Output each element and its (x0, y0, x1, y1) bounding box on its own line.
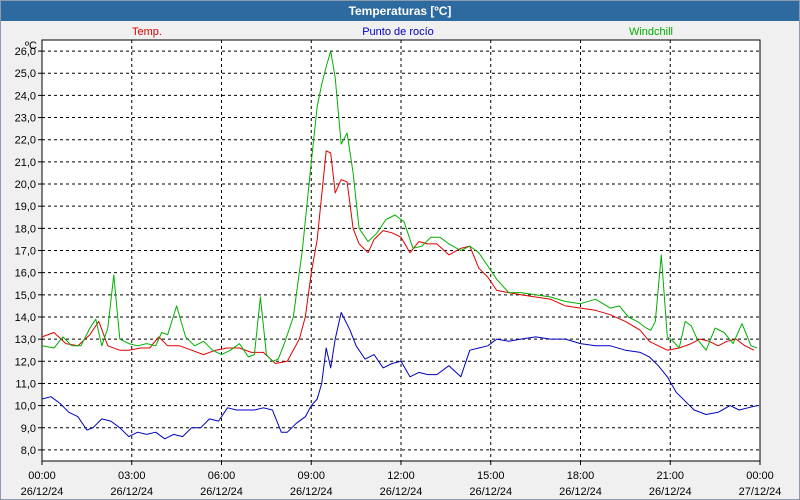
y-tick-label: 17,0 (15, 246, 36, 258)
legend-dew-point: Punto de rocío (362, 26, 434, 38)
chart-title: Temperaturas [ºC] (1, 1, 799, 21)
y-axis: 8,0 9,0 10,0 11,0 12,0 13,0 14,0 15,0 16,0 17,0 18… (15, 46, 42, 457)
y-tick-label: 14,0 (15, 312, 36, 324)
y-tick-label: 25,0 (15, 68, 36, 80)
y-tick-label: 9,0 (21, 423, 36, 435)
x-tick-date: 26/12/24 (649, 486, 692, 498)
x-tick-date: 26/12/24 (200, 486, 243, 498)
x-tick-time: 00:00 (746, 470, 774, 482)
series-lines (41, 50, 758, 440)
y-tick-label: 21,0 (15, 157, 36, 169)
y-unit-label: ºC (25, 40, 37, 52)
series-line-dew-point (41, 312, 758, 440)
y-tick-label: 23,0 (15, 113, 36, 125)
series-line-temp (41, 150, 755, 364)
x-tick-time: 18:00 (567, 470, 595, 482)
legend-windchill: Windchill (629, 26, 673, 38)
x-tick-date: 26/12/24 (469, 486, 512, 498)
legend-temp: Temp. (132, 26, 162, 38)
x-tick-time: 06:00 (208, 470, 236, 482)
x-tick-date: 26/12/24 (290, 486, 333, 498)
x-tick-time: 21:00 (656, 470, 684, 482)
x-tick-date: 26/12/24 (110, 486, 153, 498)
y-tick-label: 10,0 (15, 401, 36, 413)
grid (42, 40, 760, 461)
x-tick-date: 27/12/24 (739, 486, 782, 498)
y-tick-label: 15,0 (15, 290, 36, 302)
y-tick-label: 19,0 (15, 201, 36, 213)
x-tick-time: 15:00 (477, 470, 505, 482)
x-axis: 00:00 26/12/24 03:00 26/12/24 06:00 26/12/24 0… (21, 461, 782, 498)
y-tick-label: 16,0 (15, 268, 36, 280)
y-tick-label: 8,0 (21, 445, 36, 457)
x-tick-time: 03:00 (118, 470, 146, 482)
y-tick-label: 26,0 (15, 46, 36, 58)
y-tick-label: 20,0 (15, 179, 36, 191)
x-tick-date: 26/12/24 (21, 486, 64, 498)
y-tick-label: 24,0 (15, 90, 36, 102)
y-tick-label: 22,0 (15, 135, 36, 147)
y-tick-label: 18,0 (15, 223, 36, 235)
x-tick-date: 26/12/24 (380, 486, 423, 498)
series-line-windchill (41, 50, 758, 362)
x-tick-time: 00:00 (28, 470, 56, 482)
x-tick-date: 26/12/24 (559, 486, 602, 498)
x-tick-time: 09:00 (297, 470, 325, 482)
y-tick-label: 12,0 (15, 356, 36, 368)
x-tick-time: 12:00 (387, 470, 415, 482)
legend: Temp. Punto de rocío Windchill (132, 26, 673, 38)
y-tick-label: 11,0 (15, 378, 36, 390)
y-tick-label: 13,0 (15, 334, 36, 346)
